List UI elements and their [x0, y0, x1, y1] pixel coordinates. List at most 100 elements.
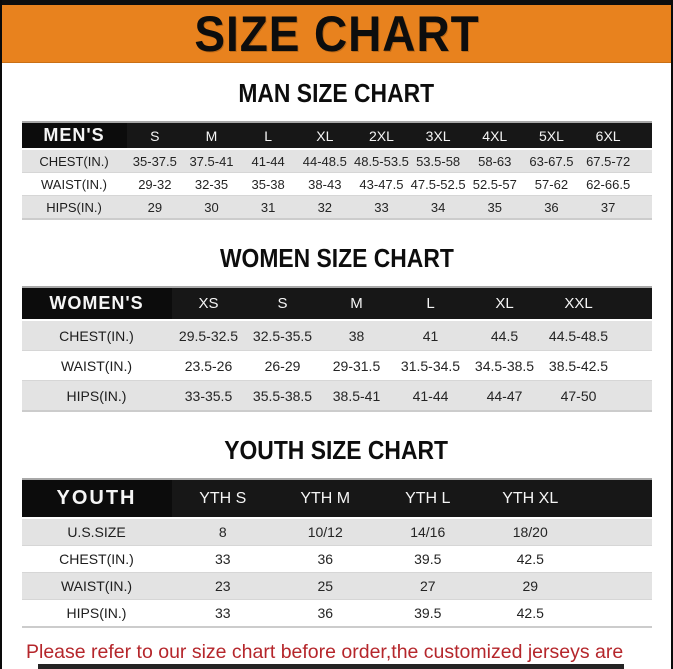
- value-cell: 29: [126, 195, 184, 220]
- table-title-cell: YOUTH: [21, 479, 172, 518]
- column-header-cell: S: [245, 287, 320, 320]
- value-cell: 33: [171, 545, 274, 573]
- column-header-cell: XL: [296, 122, 354, 149]
- row-label-cell: HIPS(IN.): [21, 195, 127, 220]
- table-row: HIPS(IN.) 33-35.5 35.5-38.5 38.5-41 41-44 44-…: [21, 380, 652, 412]
- value-cell: 53.5-58: [409, 149, 467, 173]
- value-cell: 33: [353, 195, 410, 220]
- row-label-cell: WAIST(IN.): [21, 172, 127, 196]
- value-cell: 32-35: [183, 172, 240, 196]
- value-cell: 31.5-34.5: [393, 350, 468, 381]
- value-cell: 34: [409, 195, 467, 220]
- value-cell: 39.5: [376, 545, 479, 573]
- value-cell: 27: [376, 572, 479, 600]
- column-header-cell: 5XL: [523, 122, 580, 149]
- table-row: HIPS(IN.) 29 30 31 32 33 34 35 36 37: [21, 195, 652, 220]
- column-header-cell: M: [319, 287, 394, 320]
- value-cell: 47-50: [541, 380, 616, 412]
- value-cell: 44.5-48.5: [541, 320, 616, 351]
- column-header-cell: S: [126, 122, 184, 149]
- value-cell: 42.5: [479, 545, 582, 573]
- filler-cell: [615, 320, 652, 351]
- value-cell: 37: [579, 195, 637, 220]
- column-header-cell: 6XL: [579, 122, 637, 149]
- value-cell: 18/20: [479, 518, 582, 546]
- table-title-cell: WOMEN'S: [21, 287, 172, 320]
- table-row: U.S.SIZE 8 10/12 14/16 18/20: [21, 518, 652, 546]
- table-title-cell: MEN'S: [21, 122, 127, 149]
- youth-size-section: YOUTH SIZE CHART YOUTH YTH S YTH M YTH L YTH…: [2, 435, 671, 628]
- filler-cell: [581, 479, 652, 518]
- value-cell: 36: [274, 545, 377, 573]
- value-cell: 35-38: [239, 172, 297, 196]
- row-label-cell: WAIST(IN.): [21, 350, 172, 381]
- row-label-cell: HIPS(IN.): [21, 599, 172, 628]
- filler-cell: [581, 572, 652, 600]
- size-header-row: WOMEN'S XS S M L XL XXL: [21, 287, 652, 320]
- row-label-cell: HIPS(IN.): [21, 380, 172, 412]
- column-header-cell: YTH XL: [479, 479, 582, 518]
- value-cell: 41-44: [239, 149, 297, 173]
- value-cell: 29: [479, 572, 582, 600]
- value-cell: 41: [393, 320, 468, 351]
- title-banner: SIZE CHART: [2, 5, 671, 63]
- size-header-row: YOUTH YTH S YTH M YTH L YTH XL: [21, 479, 652, 518]
- table-row: HIPS(IN.) 33 36 39.5 42.5: [21, 599, 652, 628]
- row-label-cell: U.S.SIZE: [21, 518, 172, 546]
- column-header-cell: XXL: [541, 287, 616, 320]
- value-cell: 23.5-26: [171, 350, 246, 381]
- filler-cell: [636, 195, 652, 220]
- filler-cell: [581, 545, 652, 573]
- youth-size-table: YOUTH YTH S YTH M YTH L YTH XL U.S.SIZE 8 10/12…: [21, 478, 652, 628]
- value-cell: 32.5-35.5: [245, 320, 320, 351]
- value-cell: 35.5-38.5: [245, 380, 320, 412]
- value-cell: 33-35.5: [171, 380, 246, 412]
- value-cell: 31: [239, 195, 297, 220]
- value-cell: 41-44: [393, 380, 468, 412]
- man-size-section: MAN SIZE CHART MEN'S S M L XL 2XL 3XL 4XL 5XL 6XL…: [2, 79, 671, 220]
- value-cell: 63-67.5: [523, 149, 580, 173]
- table-row: CHEST(IN.) 33 36 39.5 42.5: [21, 545, 652, 573]
- table-row: WAIST(IN.) 29-32 32-35 35-38 38-43 43-47.5 47.…: [21, 172, 652, 196]
- value-cell: 34.5-38.5: [467, 350, 542, 381]
- value-cell: 29-31.5: [319, 350, 394, 381]
- column-header-cell: 3XL: [409, 122, 467, 149]
- value-cell: 25: [274, 572, 377, 600]
- filler-cell: [636, 172, 652, 196]
- women-section-heading-text: WOMEN SIZE CHART: [219, 243, 454, 273]
- column-header-cell: YTH L: [376, 479, 479, 518]
- value-cell: 29-32: [126, 172, 184, 196]
- column-header-cell: YTH S: [171, 479, 274, 518]
- value-cell: 48.5-53.5: [353, 149, 410, 173]
- size-header-row: MEN'S S M L XL 2XL 3XL 4XL 5XL 6XL: [21, 122, 652, 149]
- youth-section-heading-text: YOUTH SIZE CHART: [224, 435, 449, 465]
- value-cell: 23: [171, 572, 274, 600]
- table-row: CHEST(IN.) 35-37.5 37.5-41 41-44 44-48.5 48.5…: [21, 149, 652, 173]
- value-cell: 35: [466, 195, 524, 220]
- value-cell: 35-37.5: [126, 149, 184, 173]
- column-header-cell: XS: [171, 287, 246, 320]
- filler-cell: [615, 380, 652, 412]
- filler-cell: [615, 350, 652, 381]
- man-size-table: MEN'S S M L XL 2XL 3XL 4XL 5XL 6XL CHEST(IN.) 35-37…: [21, 121, 652, 220]
- column-header-cell: L: [393, 287, 468, 320]
- value-cell: 26-29: [245, 350, 320, 381]
- value-cell: 38-43: [296, 172, 354, 196]
- women-size-section: WOMEN SIZE CHART WOMEN'S XS S M L XL XXL CHEST(…: [2, 243, 671, 412]
- column-header-cell: 4XL: [466, 122, 524, 149]
- women-size-table: WOMEN'S XS S M L XL XXL CHEST(IN.) 29.5-32.5 32.5…: [21, 286, 652, 412]
- value-cell: 8: [171, 518, 274, 546]
- value-cell: 67.5-72: [579, 149, 637, 173]
- filler-cell: [615, 287, 652, 320]
- value-cell: 38.5-41: [319, 380, 394, 412]
- value-cell: 37.5-41: [183, 149, 240, 173]
- value-cell: 58-63: [466, 149, 524, 173]
- value-cell: 42.5: [479, 599, 582, 628]
- value-cell: 29.5-32.5: [171, 320, 246, 351]
- filler-cell: [636, 122, 652, 149]
- column-header-cell: XL: [467, 287, 542, 320]
- row-label-cell: CHEST(IN.): [21, 545, 172, 573]
- value-cell: 38: [319, 320, 394, 351]
- row-label-cell: WAIST(IN.): [21, 572, 172, 600]
